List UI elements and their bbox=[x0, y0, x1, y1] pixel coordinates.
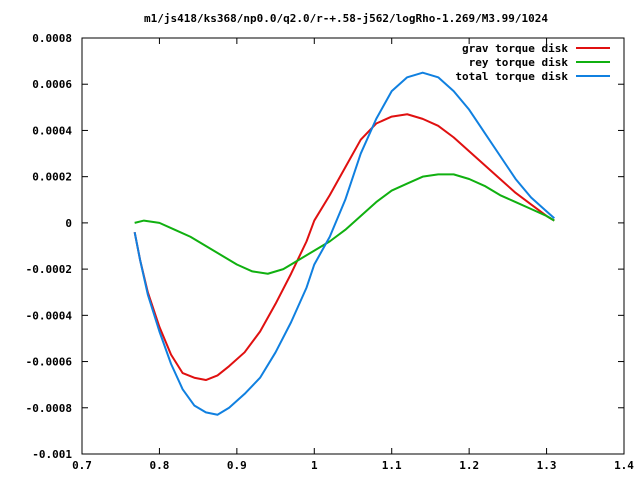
y-tick-label: 0.0006 bbox=[32, 78, 72, 91]
chart-axes: 0.7 0.8 0.9 1 1.1 1.2 1.3 1.4 -0.001 -0.0008 -0.00… bbox=[26, 32, 635, 472]
x-tick-label: 1.4 bbox=[614, 459, 634, 472]
y-tick-label: 0.0004 bbox=[32, 124, 72, 137]
y-tick-label: -0.0002 bbox=[26, 263, 72, 276]
series-line-2 bbox=[134, 173, 555, 275]
x-tick-label: 0.7 bbox=[72, 459, 92, 472]
legend-label-1: grav torque disk bbox=[462, 42, 568, 55]
plot-frame bbox=[81, 37, 625, 455]
x-tick-label: 0.9 bbox=[227, 459, 247, 472]
x-tick-label: 1.2 bbox=[459, 459, 479, 472]
series-line-3 bbox=[133, 71, 555, 416]
y-tick-label: -0.0006 bbox=[26, 356, 73, 369]
y-tick-label: 0.0002 bbox=[32, 171, 72, 184]
chart-title: m1/js418/ks368/np0.0/q2.0/r-+.58-j562/lo… bbox=[144, 12, 548, 25]
legend-label-3: total torque disk bbox=[455, 70, 568, 83]
series-layer bbox=[133, 71, 555, 416]
x-tick-label: 1 bbox=[311, 459, 318, 472]
y-tick-label: 0 bbox=[65, 217, 72, 230]
y-tick-label: 0.0008 bbox=[32, 32, 72, 45]
y-tick-label: -0.0008 bbox=[26, 402, 72, 415]
x-tick-label: 0.8 bbox=[149, 459, 169, 472]
y-tick-label: -0.001 bbox=[32, 448, 72, 461]
y-tick-label: -0.0004 bbox=[26, 309, 73, 322]
x-tick-label: 1.3 bbox=[537, 459, 557, 472]
series-line-1 bbox=[133, 113, 555, 382]
legend-label-2: rey torque disk bbox=[469, 56, 569, 69]
x-tick-label: 1.1 bbox=[382, 459, 402, 472]
